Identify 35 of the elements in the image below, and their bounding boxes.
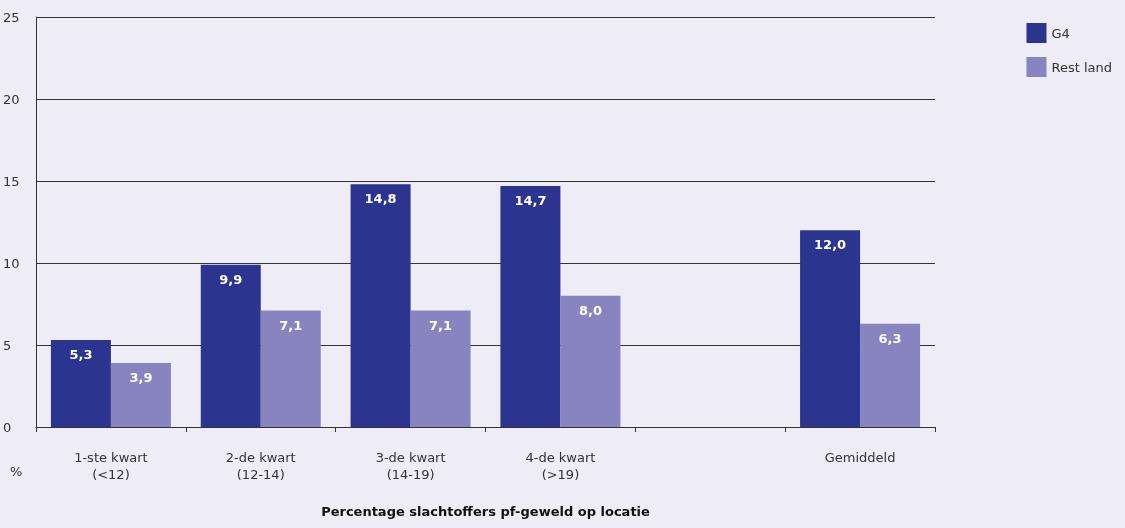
y-tick-label: 5 bbox=[3, 337, 12, 353]
bar bbox=[860, 323, 921, 427]
data-label: 6,3 bbox=[878, 330, 902, 346]
y-tick-label: 20 bbox=[3, 91, 20, 107]
x-tick-label: 1-ste kwart (<12) bbox=[74, 450, 148, 482]
data-label: 9,9 bbox=[219, 271, 243, 287]
x-tick-label: 2-de kwart (12-14) bbox=[225, 450, 296, 482]
y-axis-title: % bbox=[10, 464, 23, 479]
y-tick-label: 0 bbox=[3, 419, 12, 435]
x-tick-label: 3-de kwart (14-19) bbox=[375, 450, 446, 482]
data-label: 5,3 bbox=[69, 347, 93, 363]
bar bbox=[800, 230, 861, 427]
legend-label: Rest land bbox=[1051, 59, 1113, 75]
data-label: 8,0 bbox=[578, 302, 602, 318]
y-tick-label: 15 bbox=[3, 173, 20, 189]
legend-label: G4 bbox=[1051, 25, 1070, 41]
data-label: 12,0 bbox=[814, 237, 847, 253]
x-tick-label: 4-de kwart (>19) bbox=[525, 450, 596, 482]
x-tick-label: Gemiddeld bbox=[824, 450, 896, 465]
bar bbox=[200, 264, 261, 427]
data-label: 3,9 bbox=[129, 370, 153, 386]
y-tick-label: 10 bbox=[3, 255, 20, 271]
bar bbox=[500, 185, 561, 427]
bar bbox=[410, 310, 471, 427]
bar bbox=[260, 310, 321, 427]
data-label: 7,1 bbox=[279, 317, 303, 333]
bar bbox=[50, 340, 111, 427]
x-axis-title: Percentage slachtoffers pf-geweld op locatie bbox=[321, 504, 651, 519]
data-label: 7,1 bbox=[429, 317, 453, 333]
y-tick-label: 25 bbox=[3, 9, 20, 25]
bar bbox=[350, 184, 411, 427]
bar bbox=[110, 363, 171, 427]
bar bbox=[560, 295, 621, 427]
data-label: 14,8 bbox=[364, 191, 397, 207]
data-label: 14,7 bbox=[514, 192, 547, 208]
